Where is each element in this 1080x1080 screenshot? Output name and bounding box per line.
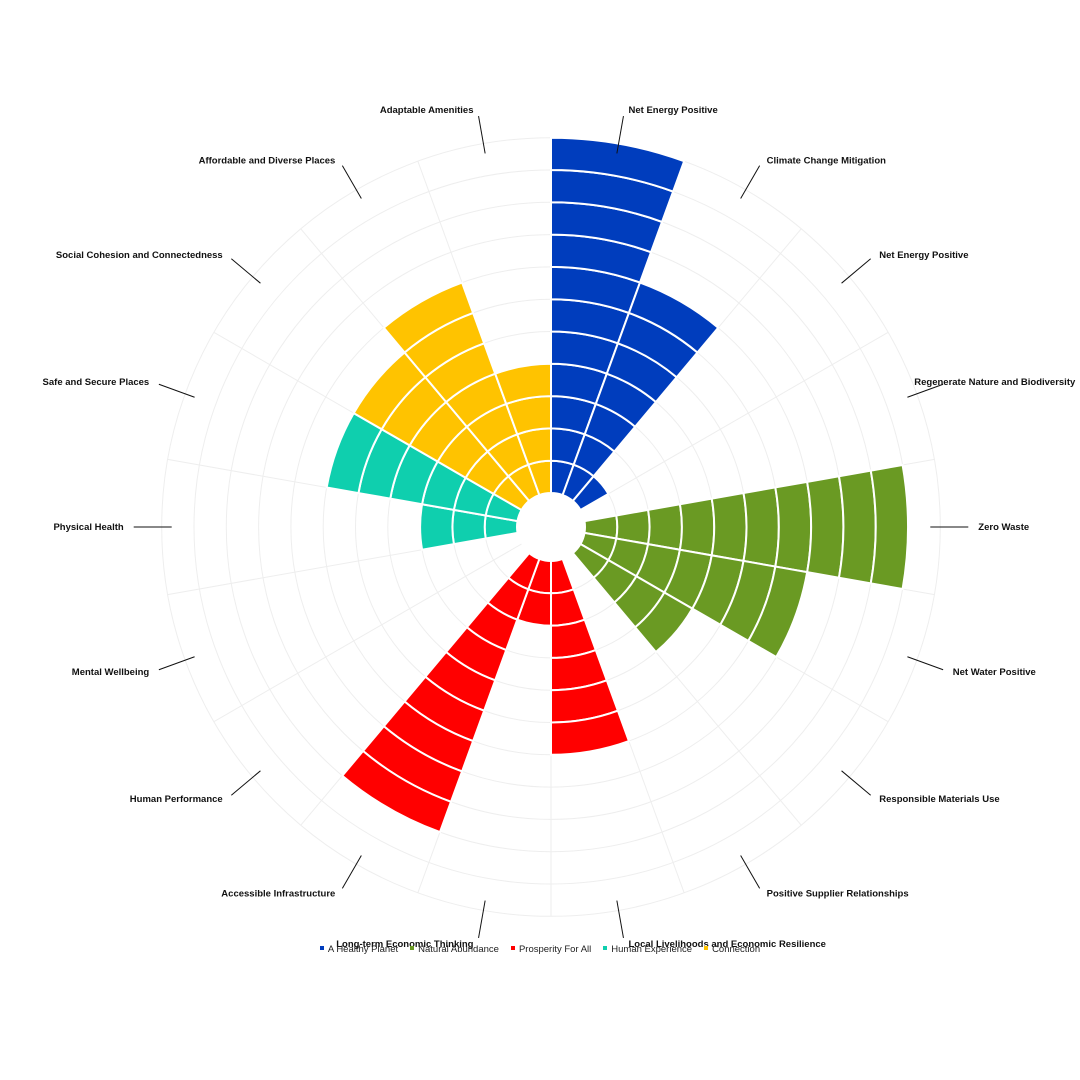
chart-segments <box>325 136 910 834</box>
category-label: Affordable and Diverse Places <box>199 155 336 166</box>
bar-segment <box>678 497 716 557</box>
category-label: Net Energy Positive <box>629 105 718 116</box>
chart-legend: A Healthy Planet Natural Abundance Prosper… <box>0 944 1080 955</box>
label-leader-line <box>478 115 486 154</box>
label-leader-line <box>740 855 761 889</box>
category-label: Net Energy Positive <box>879 250 968 261</box>
bar-segment <box>550 588 587 627</box>
label-leader-line <box>478 900 486 939</box>
grid-spoke <box>580 331 889 511</box>
bar-segment <box>550 136 686 193</box>
bar-segment <box>550 557 575 595</box>
bar-segment <box>627 281 720 354</box>
category-label: Adaptable Amenities <box>380 105 474 116</box>
grid-spoke <box>213 543 522 723</box>
legend-item: Human Experience <box>603 944 692 955</box>
legend-item: Natural Abundance <box>410 944 499 955</box>
label-leader-line <box>158 656 195 671</box>
category-label: Responsible Materials Use <box>879 794 999 805</box>
label-leader-line <box>616 900 624 939</box>
label-leader-line <box>231 770 261 796</box>
category-label: Long-term Economic Thinking <box>336 939 473 950</box>
bar-segment <box>746 565 809 659</box>
category-label: Social Cohesion and Connectedness <box>56 250 223 261</box>
bar-segment <box>493 362 552 406</box>
bar-segment <box>869 463 910 591</box>
bar-segment <box>633 591 694 654</box>
category-label: Human Performance <box>130 794 223 805</box>
legend-swatch <box>410 946 415 951</box>
label-leader-line <box>341 855 362 889</box>
legend-label: Connection <box>712 944 761 955</box>
bar-segment <box>710 491 748 563</box>
label-leader-line <box>740 165 761 199</box>
legend-swatch <box>704 946 709 951</box>
chart-category-labels: Net Energy Positive Climate Change Mitiga… <box>43 105 1076 950</box>
legend-swatch <box>319 946 324 951</box>
bar-segment <box>571 474 610 512</box>
legend-label: Human Experience <box>611 944 693 955</box>
legend-item: Prosperity For All <box>510 944 592 955</box>
category-label: Positive Supplier Relationships <box>767 889 909 900</box>
bar-segment <box>742 486 780 568</box>
bar-segment <box>419 503 456 551</box>
category-label: Local Livelihoods and Economic Resilienc… <box>629 939 826 950</box>
category-label: Accessible Infrastructure <box>221 889 335 900</box>
bar-segment <box>805 475 845 579</box>
label-leader-line <box>907 656 944 671</box>
label-leader-line <box>841 258 871 284</box>
category-label: Zero Waste <box>978 522 1029 533</box>
bar-segment <box>382 281 475 354</box>
legend-label: A Healthy Planet <box>327 944 399 955</box>
bar-segment <box>550 709 631 756</box>
category-label: Net Water Positive <box>953 667 1036 678</box>
category-label: Climate Change Mitigation <box>767 155 886 166</box>
category-label: Regenerate Nature and Biodiversity <box>914 377 1076 388</box>
category-label: Physical Health <box>53 522 123 533</box>
bar-segment <box>837 469 877 585</box>
legend-item: Connection <box>704 944 760 955</box>
legend-swatch <box>603 946 608 951</box>
bar-segment <box>646 503 683 551</box>
bar-segment <box>774 480 813 574</box>
legend-swatch <box>510 946 515 951</box>
label-leader-line <box>841 770 871 796</box>
bar-segment <box>340 749 453 834</box>
label-leader-line <box>907 383 944 398</box>
legend-label: Prosperity For All <box>518 944 592 955</box>
label-leader-line <box>158 383 195 398</box>
legend-label: Natural Abundance <box>418 944 499 955</box>
legend-item: A Healthy Planet <box>319 944 399 955</box>
label-leader-line <box>341 165 362 199</box>
label-leader-line <box>231 258 261 284</box>
category-label: Safe and Secure Places <box>43 377 150 388</box>
label-leader-line <box>616 115 624 154</box>
category-label: Mental Wellbeing <box>72 667 150 678</box>
